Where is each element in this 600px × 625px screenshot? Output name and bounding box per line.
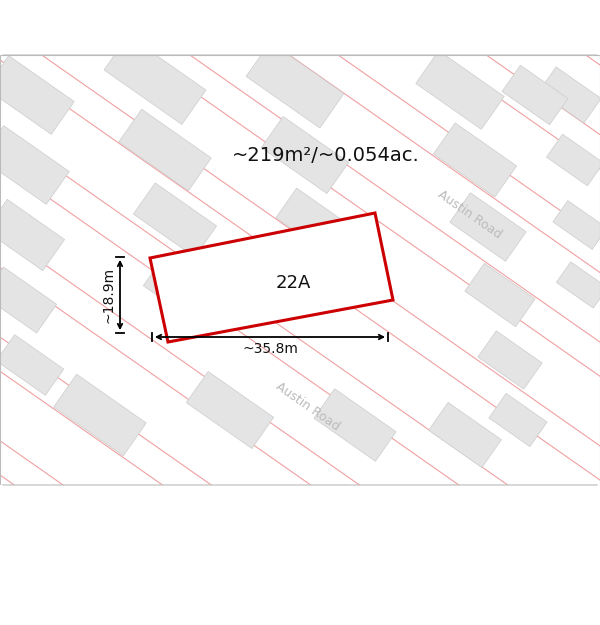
Text: ~35.8m: ~35.8m bbox=[242, 342, 298, 356]
Polygon shape bbox=[539, 67, 600, 123]
Text: Contains OS data © Crown copyright and database right 2021. This information is : Contains OS data © Crown copyright and d… bbox=[15, 489, 591, 534]
Text: Map shows position and indicative extent of the property.: Map shows position and indicative extent… bbox=[108, 27, 492, 39]
Text: 22A: 22A bbox=[276, 274, 311, 292]
Polygon shape bbox=[416, 51, 504, 129]
Polygon shape bbox=[0, 267, 56, 333]
Polygon shape bbox=[450, 192, 526, 261]
Polygon shape bbox=[54, 374, 146, 456]
Polygon shape bbox=[433, 123, 517, 197]
Text: ~219m²/~0.054ac.: ~219m²/~0.054ac. bbox=[232, 146, 420, 165]
Text: ~18.9m: ~18.9m bbox=[101, 267, 115, 323]
Polygon shape bbox=[428, 402, 502, 468]
Polygon shape bbox=[104, 36, 206, 124]
Polygon shape bbox=[489, 393, 547, 447]
Polygon shape bbox=[133, 183, 217, 257]
Polygon shape bbox=[314, 389, 396, 461]
Text: 22A, AUSTIN ROAD, ORPINGTON, BR5 2BU: 22A, AUSTIN ROAD, ORPINGTON, BR5 2BU bbox=[120, 16, 480, 31]
Polygon shape bbox=[556, 262, 600, 308]
Polygon shape bbox=[262, 116, 349, 194]
Polygon shape bbox=[553, 201, 600, 249]
Polygon shape bbox=[246, 42, 344, 128]
Polygon shape bbox=[276, 188, 354, 258]
Polygon shape bbox=[547, 134, 600, 186]
Polygon shape bbox=[143, 257, 217, 323]
Polygon shape bbox=[502, 65, 568, 125]
Polygon shape bbox=[0, 126, 69, 204]
Polygon shape bbox=[478, 331, 542, 389]
Polygon shape bbox=[187, 371, 274, 449]
Polygon shape bbox=[0, 199, 65, 271]
Polygon shape bbox=[0, 56, 74, 134]
Polygon shape bbox=[0, 334, 64, 396]
Text: Austin Road: Austin Road bbox=[274, 380, 343, 434]
Polygon shape bbox=[465, 263, 535, 327]
Polygon shape bbox=[150, 213, 393, 342]
Polygon shape bbox=[119, 109, 211, 191]
Text: Austin Road: Austin Road bbox=[436, 188, 505, 242]
